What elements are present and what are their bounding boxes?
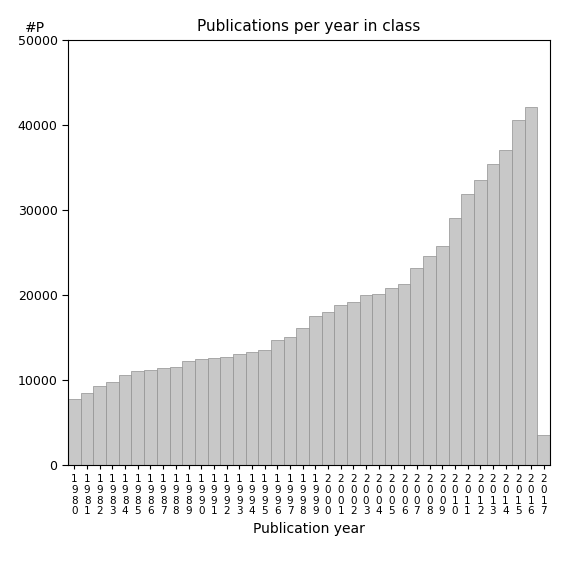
Bar [284, 337, 297, 465]
Bar [68, 399, 81, 465]
Bar [347, 302, 359, 465]
Bar [94, 386, 106, 465]
Bar [500, 150, 512, 465]
Bar [486, 164, 500, 465]
Bar [271, 340, 284, 465]
Title: Publications per year in class: Publications per year in class [197, 19, 421, 35]
Bar [309, 316, 321, 465]
Bar [474, 180, 486, 465]
Bar [208, 358, 220, 465]
Bar [106, 382, 119, 465]
Bar [538, 435, 550, 465]
Bar [157, 368, 170, 465]
Bar [524, 107, 538, 465]
X-axis label: Publication year: Publication year [253, 522, 365, 536]
Bar [359, 295, 373, 465]
Bar [321, 312, 335, 465]
Bar [461, 194, 474, 465]
Text: #P: #P [24, 22, 45, 35]
Bar [132, 371, 144, 465]
Bar [335, 305, 347, 465]
Bar [512, 120, 524, 465]
Bar [182, 361, 195, 465]
Bar [373, 294, 385, 465]
Bar [259, 350, 271, 465]
Bar [220, 357, 233, 465]
Bar [170, 367, 182, 465]
Bar [436, 246, 448, 465]
Bar [385, 288, 398, 465]
Bar [81, 392, 94, 465]
Bar [297, 328, 309, 465]
Bar [119, 375, 132, 465]
Bar [398, 284, 411, 465]
Bar [233, 354, 246, 465]
Bar [246, 352, 259, 465]
Bar [144, 370, 157, 465]
Bar [195, 359, 208, 465]
Bar [448, 218, 461, 465]
Bar [423, 256, 436, 465]
Bar [411, 268, 423, 465]
